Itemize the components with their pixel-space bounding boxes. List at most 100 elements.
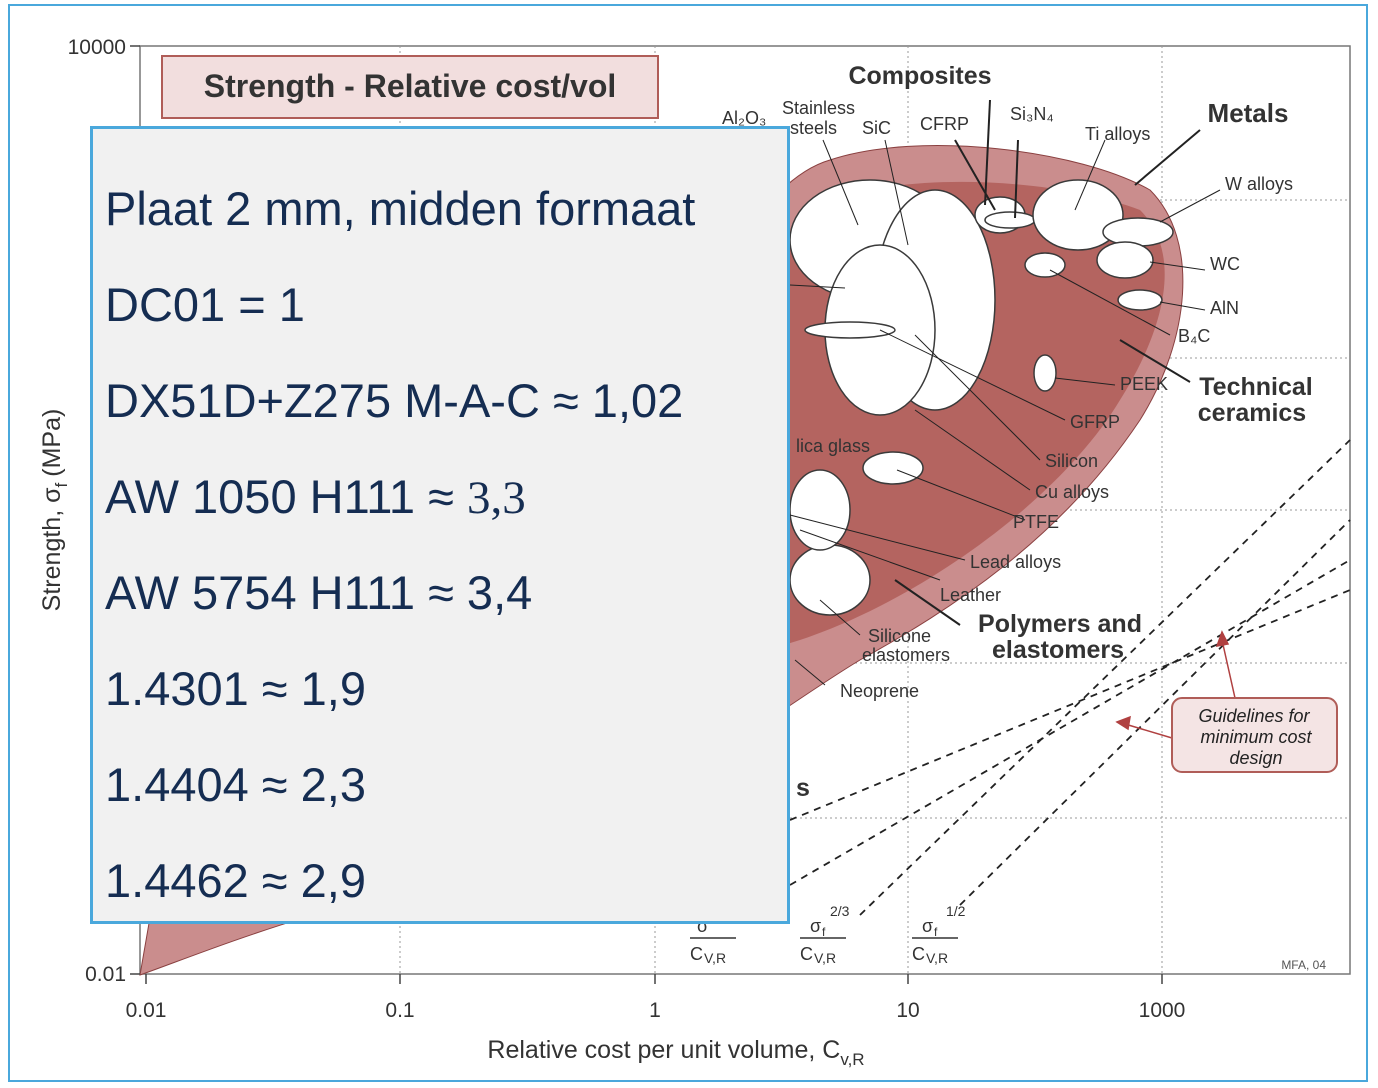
label-ptfe: PTFE [1013,512,1059,532]
leader-neoprene [794,659,826,686]
guidelines-line-1: Guidelines for [1198,706,1310,726]
guideline-slope-two-thirds [859,439,1351,916]
y-axis-label: Strength, σf (MPa) [38,409,71,612]
index-3-sigma: σ [922,916,933,936]
leader-w [1159,189,1221,223]
arrow-line-2 [1124,723,1173,739]
label-technical: Technical [1199,373,1312,401]
label-elastomers: elastomers [992,636,1124,664]
x-axis-label-main: Relative cost per unit volume, C [487,1036,840,1064]
leader-lines [789,99,1221,686]
x-tick-label-2: 0.1 [385,999,414,1022]
label-b4c: B₄C [1178,326,1210,346]
index-2-sub: V,R [814,950,836,966]
label-silica: lica glass [796,436,870,456]
overlay-line-1: Plaat 2 mm, midden formaat [105,182,696,235]
label-stainless-1: Stainless [782,98,855,118]
leader-cu [914,409,1031,491]
label-partial: s [796,774,810,802]
bubble-ptfe [862,451,924,485]
x-tick-label-5: 1000 [1139,999,1186,1022]
overlay-line-2: DC01 = 1 [105,278,305,331]
overlay-line-3: DX51D+Z275 M-A-C ≈ 1,02 [105,374,684,427]
y-axis-label-unit: (MPa) [38,409,66,477]
x-tick-label-4: 10 [896,999,919,1022]
bubble-glass [804,321,896,339]
bubble-silicone [789,544,871,616]
overlay-line-4: AW 1050 H111 ≈ 3,3 [105,469,526,525]
leader-polymers [894,579,961,626]
label-peek: PEEK [1120,374,1168,394]
label-silicone-2: elastomers [862,645,950,665]
leader-silicone [819,599,861,636]
leader-si3n4 [1014,139,1019,219]
label-cu: Cu alloys [1035,482,1109,502]
leader-gfrp [879,329,1066,421]
leader-composites [984,99,991,206]
bubble-elastomer [789,469,851,551]
x-tick-label-3: 1 [649,999,661,1022]
guidelines-line-3: design [1229,748,1282,768]
guidelines-line-2: minimum cost [1200,727,1312,747]
overlay-line-4-value: 3,3 [466,472,526,524]
bubble-b4c [1024,252,1066,278]
label-si3n4: Si₃N₄ [1010,104,1054,124]
label-leather: Leather [940,585,1001,605]
guideline-slope-low [789,589,1351,821]
leader-ptfe [896,469,1026,521]
y-tick-label-5: 0.01 [85,963,126,986]
leader-silicon [914,334,1041,461]
overlay-line-6: 1.4301 ≈ 1,9 [105,662,367,715]
label-w: W alloys [1225,174,1293,194]
guideline-arrows [1115,630,1236,739]
index-1-cv: C [690,944,703,964]
credit: MFA, 04 [1281,958,1326,972]
guidelines [789,439,1351,916]
leader-wc [1149,261,1206,271]
label-gfrp: GFRP [1070,412,1120,432]
index-2-cv: C [800,944,813,964]
label-lead: Lead alloys [970,552,1061,572]
index-2-sigma: σ [810,916,821,936]
label-ti: Ti alloys [1085,124,1150,144]
label-silicone-1: Silicone [868,626,931,646]
overlay-line-8: 1.4462 ≈ 2,9 [105,854,367,907]
price-overlay-box: Plaat 2 mm, midden formaat DC01 = 1 DX51… [90,126,790,924]
label-aln: AlN [1210,298,1239,318]
leader-sic [884,139,909,246]
index-3-exp: 1/2 [946,903,966,919]
label-sic: SiC [862,118,891,138]
y-tick-label-1: 10000 [68,36,126,59]
leader-stainless [822,139,859,226]
bubble-w [1102,217,1174,247]
y-axis-label-main: Strength, σ [38,487,66,611]
guidelines-box [1171,697,1338,773]
leader-glass [789,284,846,289]
label-al2o3: Al₂O₃ [722,108,766,128]
leader-leather [799,529,941,581]
overlay-line-4-text: AW 1050 H111 ≈ [105,470,467,523]
label-ceramics: ceramics [1198,399,1306,427]
overlay-line-7: 1.4404 ≈ 2,3 [105,758,367,811]
label-stainless-2: steels [790,118,837,138]
bubble-ti [1032,179,1124,251]
x-axis-label-sub: v,R [840,1050,864,1069]
label-neoprene: Neoprene [840,681,919,701]
overlay-line-5: AW 5754 H111 ≈ 3,4 [105,566,533,619]
index-2-sub-f: f [822,925,826,939]
label-wc: WC [1210,254,1240,274]
label-cfrp: CFRP [920,114,969,134]
y-axis-label-sub: f [52,482,71,487]
arrow-head-2 [1115,715,1131,731]
leader-b4c [1049,269,1171,336]
leader-ceramics [1119,339,1191,383]
index-3-sub-f: f [934,925,938,939]
leader-ti [1074,139,1106,211]
index-2-exp: 2/3 [830,903,850,919]
leader-aln [1159,301,1206,311]
index-3-cv: C [912,944,925,964]
leader-cfrp [954,139,996,211]
chart-title-box [161,55,659,119]
label-composites: Composites [848,62,991,90]
index-3-sub: V,R [926,950,948,966]
